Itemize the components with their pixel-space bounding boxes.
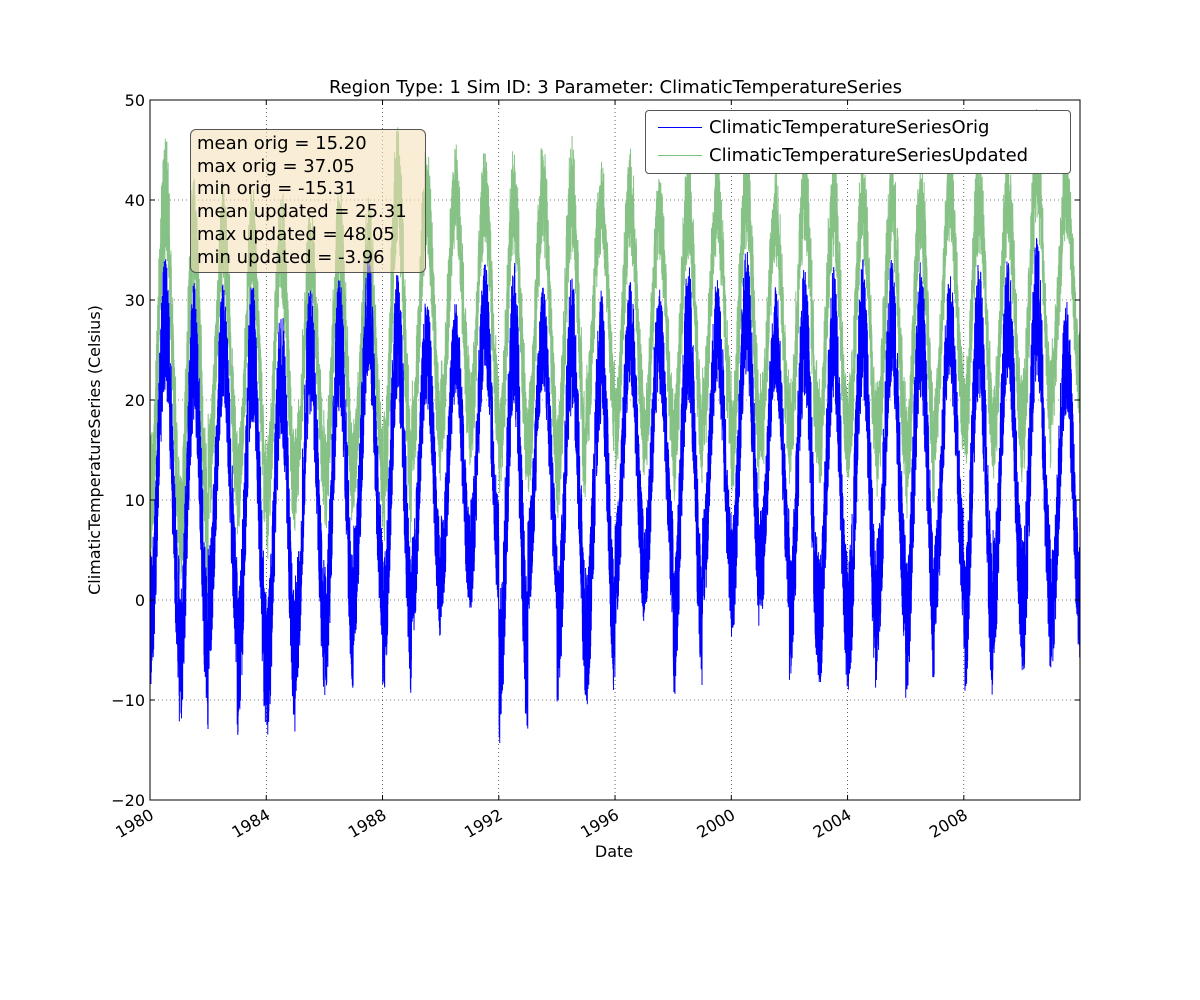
legend-label-orig: ClimaticTemperatureSeriesOrig — [709, 117, 990, 138]
x-tick-label: 1988 — [345, 805, 390, 842]
x-tick-label: 2000 — [694, 805, 739, 842]
stat-min-orig: min orig = -15.31 — [197, 178, 357, 200]
series-layer — [149, 109, 1081, 744]
legend-item-updated: ClimaticTemperatureSeriesUpdated — [646, 142, 1070, 170]
y-tick-label: 10 — [125, 491, 145, 510]
y-tick-label: 50 — [125, 91, 145, 110]
y-tick-label: −20 — [111, 791, 145, 810]
x-tick-label: 1980 — [112, 805, 157, 842]
y-tick-label: 0 — [135, 591, 145, 610]
legend-label-updated: ClimaticTemperatureSeriesUpdated — [709, 145, 1029, 166]
series-line-updated — [149, 109, 1081, 597]
x-tick-label: 1992 — [461, 805, 506, 842]
y-tick-label: −10 — [111, 691, 145, 710]
y-tick-label: 30 — [125, 291, 145, 310]
x-tick-label: 1984 — [228, 805, 273, 842]
chart-title: Region Type: 1 Sim ID: 3 Parameter: Clim… — [329, 77, 902, 98]
x-tick-label: 1996 — [577, 805, 622, 842]
y-axis-label: ClimaticTemperatureSeries (Celsius) — [85, 305, 104, 595]
y-tick-label: 40 — [125, 191, 145, 210]
stat-max-orig: max orig = 37.05 — [197, 155, 355, 177]
legend: ClimaticTemperatureSeriesOrig ClimaticTe… — [645, 110, 1071, 174]
legend-swatch-updated — [658, 155, 702, 156]
series-line-orig — [149, 238, 1081, 744]
legend-swatch-orig — [658, 127, 702, 128]
legend-item-orig: ClimaticTemperatureSeriesOrig — [646, 114, 1070, 142]
x-tick-label: 2004 — [810, 805, 855, 842]
stats-annotation-box: mean orig = 15.20 max orig = 37.05 min o… — [190, 129, 426, 273]
y-tick-label: 20 — [125, 391, 145, 410]
stat-min-updated: min updated = -3.96 — [197, 246, 385, 268]
stat-max-updated: max updated = 48.05 — [197, 223, 395, 245]
x-tick-label: 2008 — [926, 805, 971, 842]
x-axis-label: Date — [595, 842, 633, 861]
stat-mean-orig: mean orig = 15.20 — [197, 133, 367, 154]
stat-mean-updated: mean updated = 25.31 — [197, 201, 407, 223]
